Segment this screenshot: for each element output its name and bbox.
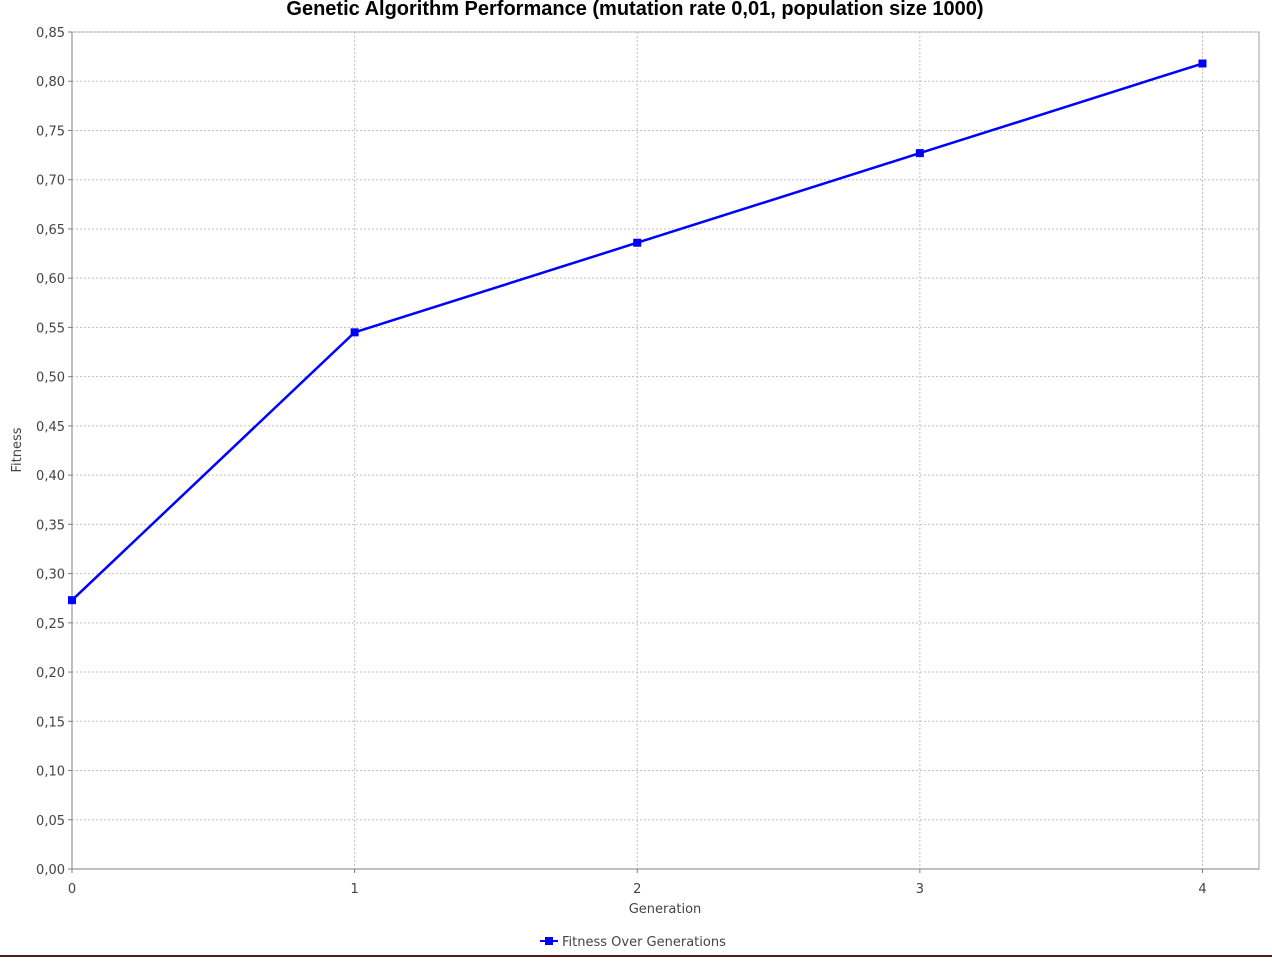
x-tick-label: 0	[68, 882, 76, 897]
y-tick-label: 0,45	[36, 420, 65, 435]
x-tick-label: 4	[1198, 882, 1206, 897]
y-tick-label: 0,60	[36, 272, 65, 287]
series-layer	[68, 59, 1207, 605]
data-point	[633, 238, 642, 247]
y-tick-label: 0,70	[36, 174, 65, 189]
y-tick-label: 0,85	[36, 26, 65, 41]
y-tick-label: 0,10	[36, 765, 65, 780]
y-tick-label: 0,75	[36, 124, 65, 139]
y-tick-label: 0,40	[36, 469, 65, 484]
chart-title: Genetic Algorithm Performance (mutation …	[286, 0, 983, 20]
y-tick-label: 0,00	[36, 863, 65, 878]
x-tick-label: 3	[916, 882, 924, 897]
y-tick-label: 0,80	[36, 75, 65, 90]
y-tick-label: 0,05	[36, 814, 65, 829]
y-tick-label: 0,55	[36, 321, 65, 336]
legend: Fitness Over Generations	[540, 935, 726, 950]
data-point	[1198, 59, 1207, 68]
grid-lines	[72, 31, 1259, 869]
y-tick-label: 0,20	[36, 666, 65, 681]
legend-label: Fitness Over Generations	[562, 935, 726, 950]
y-axis-label: Fitness	[10, 427, 25, 472]
axes	[68, 31, 1259, 873]
y-tick-label: 0,50	[36, 371, 65, 386]
y-tick-label: 0,35	[36, 518, 65, 533]
x-axis-label: Generation	[629, 902, 702, 917]
y-tick-label: 0,25	[36, 617, 65, 632]
y-tick-label: 0,15	[36, 715, 65, 730]
data-point	[915, 149, 924, 158]
y-tick-label: 0,65	[36, 223, 65, 238]
legend-swatch-marker	[545, 937, 553, 945]
y-tick-label: 0,30	[36, 568, 65, 583]
plot-area	[71, 31, 1260, 870]
data-point	[350, 328, 359, 337]
x-tick-label: 2	[633, 882, 641, 897]
tick-labels: 0,00 0,05 0,10 0,15 0,20 0,25 0,30 0,35 0,40 0,45…	[36, 26, 1207, 897]
bottom-border	[0, 955, 1272, 957]
data-point	[68, 596, 76, 605]
x-tick-label: 1	[350, 882, 358, 897]
